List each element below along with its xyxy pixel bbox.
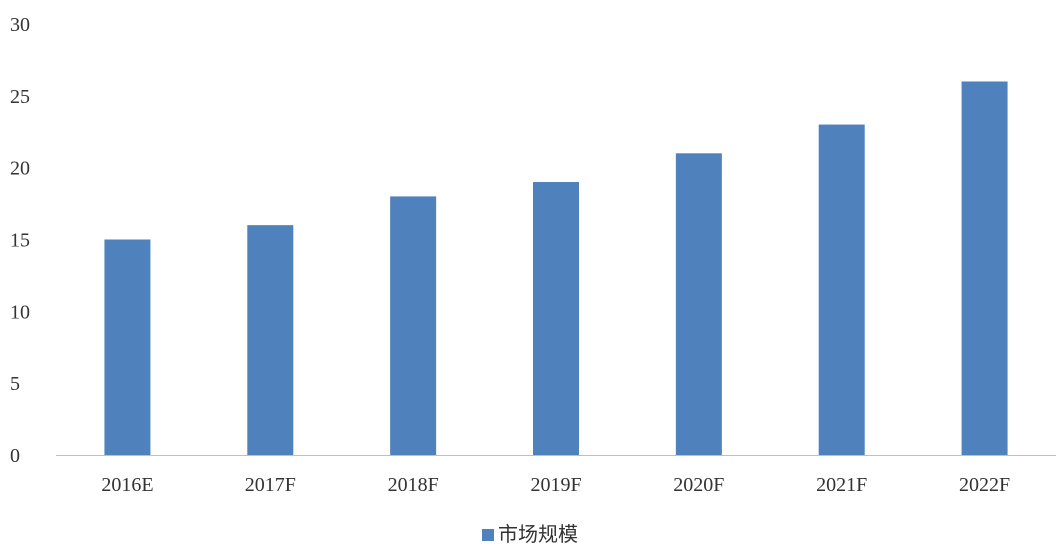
x-tick-label: 2021F [816,474,867,496]
bar-2019F [533,182,579,456]
y-tick-label: 10 [10,301,30,323]
bar-2018F [390,196,437,455]
x-tick-label: 2016E [101,474,153,496]
legend: 市场规模 [0,522,1060,546]
x-tick-label: 2020F [673,474,724,496]
y-tick-label: 0 [10,445,20,467]
x-tick-label: 2019F [530,474,581,496]
bar-2021F [818,124,865,456]
x-axis-ticks: 2016E 2017F 2018F 2019F 2020F 2021F 2022F [101,474,1010,496]
y-tick-label: 20 [10,158,30,180]
bar-2022F [961,81,1008,455]
bar-2020F [675,153,722,456]
y-tick-label: 25 [10,86,30,108]
x-tick-label: 2022F [959,474,1010,496]
bar-2016E [104,239,151,455]
bar-2017F [247,225,294,455]
legend-swatch [482,529,494,541]
x-tick-label: 2018F [388,474,439,496]
y-tick-label: 5 [10,373,20,395]
y-tick-label: 30 [10,14,30,36]
y-axis-ticks: 0 5 10 15 20 25 30 [10,14,30,467]
x-tick-label: 2017F [245,474,296,496]
legend-label: 市场规模 [498,522,578,546]
y-tick-label: 15 [10,230,30,252]
bars [104,81,1008,456]
